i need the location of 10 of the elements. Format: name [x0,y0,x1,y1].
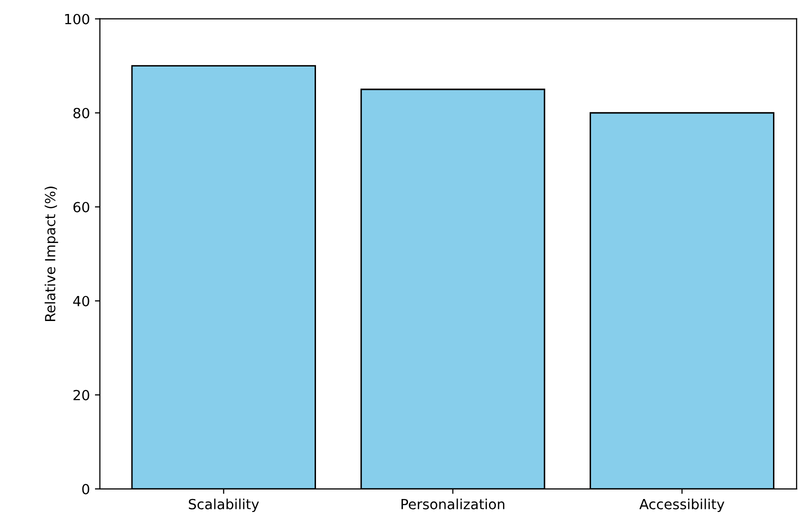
y-tick-label: 40 [73,296,90,306]
y-tick-label: 60 [73,202,90,212]
y-axis-title: Relative Impact (%) [44,186,58,321]
y-tick-label: 0 [82,484,90,494]
y-tick-label: 100 [65,14,90,24]
y-tick-label: 20 [73,390,90,400]
y-tick-label: 80 [73,108,90,118]
x-tick-label: Accessibility [639,498,724,512]
x-tick-label: Personalization [402,498,504,510]
x-tick-label: Scalability [188,498,259,512]
